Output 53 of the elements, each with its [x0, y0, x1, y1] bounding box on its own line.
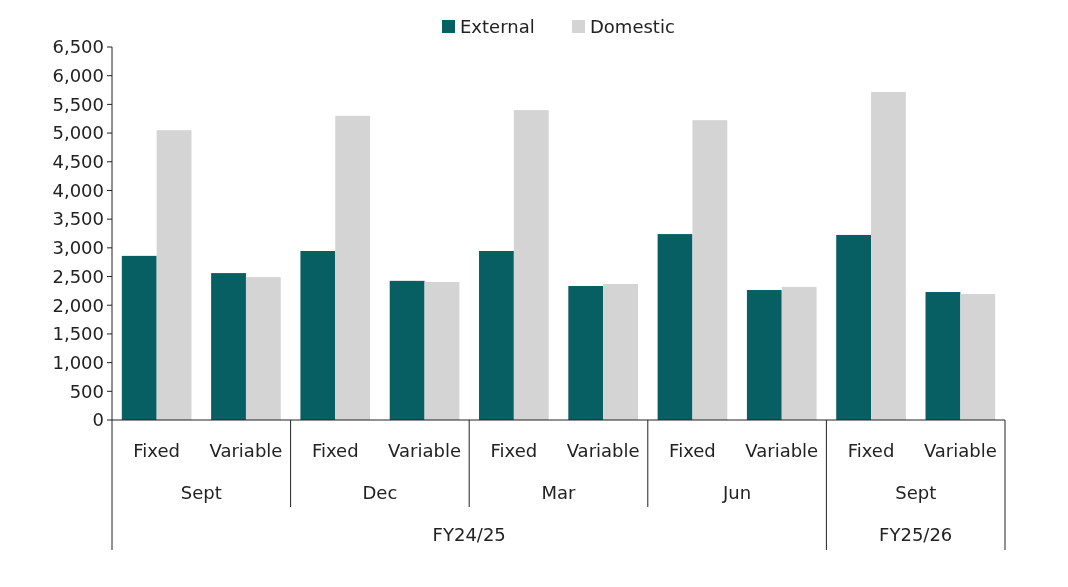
text: Mar: [541, 482, 577, 503]
y-tick-label: 4,000: [52, 179, 104, 201]
x-tick-label: Fixed: [847, 440, 895, 461]
x-tick-label: Fixed: [133, 440, 180, 461]
bar: [156, 130, 192, 420]
y-tick-label: 4,500: [52, 151, 104, 173]
text: Sept: [180, 482, 222, 503]
bar: [925, 292, 961, 420]
bar: [568, 286, 604, 420]
x-tick-label: Variable: [566, 440, 640, 461]
bar: [657, 234, 693, 420]
x-tick-label: Fixed: [669, 440, 716, 461]
bar: [389, 280, 425, 420]
bar: [300, 251, 336, 420]
text: Dec: [362, 482, 398, 503]
bar: [836, 234, 872, 420]
y-tick-label: 3,000: [52, 237, 104, 259]
y-tick-label: 2,000: [52, 294, 104, 316]
x-tick-label: Variable: [923, 440, 997, 461]
x-tick-label: Fixed: [490, 440, 538, 461]
text: FY24/25: [432, 524, 506, 545]
bar: [746, 290, 782, 420]
y-tick-label: 0: [92, 409, 104, 431]
x-tick-label: Fixed: [311, 440, 359, 461]
bar: [245, 277, 281, 420]
y-tick-label: 2,500: [52, 265, 104, 287]
x-tick-label: Variable: [209, 440, 283, 461]
y-tick-label: 3,500: [52, 208, 104, 230]
bar: [121, 255, 157, 420]
bar: [871, 92, 906, 420]
legend-label: External: [460, 16, 535, 38]
bar: [211, 273, 246, 420]
y-tick-label: 5,500: [52, 93, 104, 115]
y-tick-label: 500: [69, 380, 104, 402]
text: Jun: [722, 482, 752, 503]
bar: [513, 110, 549, 420]
legend-label: Domestic: [590, 16, 675, 38]
bar: [603, 284, 638, 420]
bar: [479, 251, 514, 420]
bar: [424, 281, 460, 420]
x-tick-label: Variable: [388, 440, 461, 461]
y-tick-label: 6,000: [52, 64, 104, 86]
x-tick-label: Variable: [745, 440, 819, 461]
y-tick-label: 1,000: [52, 351, 104, 373]
y-tick-label: 5,000: [52, 122, 104, 144]
bar: [781, 286, 817, 420]
text: Sept: [895, 482, 937, 503]
bar: [692, 120, 728, 420]
text: FY25/26: [879, 524, 953, 545]
bar: [335, 115, 371, 420]
y-tick-label: 1,500: [52, 323, 104, 345]
bar: [960, 294, 996, 420]
y-tick-label: 6,500: [52, 36, 104, 58]
